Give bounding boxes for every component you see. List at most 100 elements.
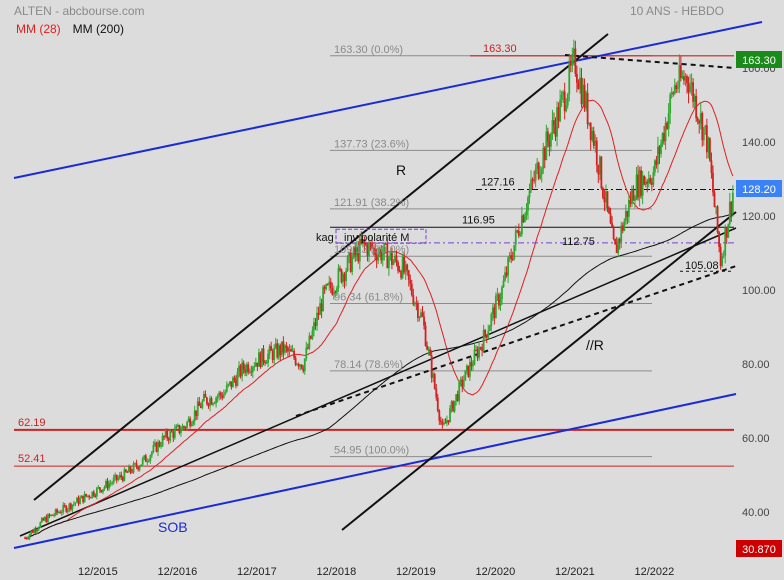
candle-body <box>135 463 138 467</box>
candle-body <box>496 294 499 296</box>
candle-body <box>511 259 514 261</box>
candle-body <box>170 431 173 433</box>
candle-body <box>634 199 636 201</box>
candle-body <box>34 528 37 532</box>
candle-body <box>701 112 704 141</box>
candle-body <box>693 95 696 102</box>
candle-body <box>42 518 45 521</box>
candle-body <box>134 463 136 465</box>
candle-body <box>673 85 676 94</box>
candle-body <box>675 85 678 90</box>
candle-body <box>328 281 331 285</box>
candle-body <box>352 247 355 258</box>
candle-body <box>669 94 672 114</box>
candle-body <box>106 480 109 489</box>
candle-body <box>69 503 72 510</box>
candle-body <box>245 364 248 373</box>
candle-body <box>508 255 511 258</box>
candle-body <box>725 227 728 238</box>
candle-body <box>121 477 124 481</box>
candle-body <box>476 349 479 358</box>
candle-body <box>548 141 551 147</box>
candle-body <box>617 239 620 254</box>
y-tick-label: 80.00 <box>742 359 770 371</box>
candle-body <box>517 230 520 236</box>
hline-label-117: 116.95 <box>462 214 495 226</box>
y-tick-label: 40.00 <box>742 507 770 519</box>
candle-body <box>167 438 170 441</box>
candle-body <box>302 368 305 372</box>
candle-body <box>562 91 565 95</box>
candle-body <box>609 213 612 224</box>
candle-body <box>261 348 263 368</box>
candle-body <box>731 192 734 214</box>
candle-body <box>563 91 566 112</box>
candle-body <box>707 138 710 153</box>
hline-label-62: 62.19 <box>18 417 46 429</box>
candle-body <box>627 200 630 217</box>
dashed-support <box>295 265 737 417</box>
candle-body <box>519 234 522 236</box>
candle-body <box>228 381 231 384</box>
candle-body <box>79 498 81 504</box>
candle-body <box>144 455 147 462</box>
candle-body <box>452 401 454 412</box>
candle-body <box>572 48 575 55</box>
price-tag-low-bg <box>736 540 782 557</box>
candle-body <box>666 122 669 129</box>
candle-body <box>60 512 63 514</box>
candle-body <box>542 147 545 169</box>
candle-body <box>705 125 708 153</box>
candle-body <box>450 401 453 409</box>
hline-label-113: 112.75 <box>562 236 595 248</box>
candle-body <box>621 225 624 231</box>
candle-body <box>354 247 357 256</box>
candle-body <box>594 140 597 146</box>
candle-body <box>709 138 711 161</box>
candle-body <box>288 349 291 352</box>
candle-body <box>232 377 234 388</box>
candle-body <box>85 493 88 497</box>
candle-body <box>679 65 682 78</box>
candle-body <box>89 497 92 499</box>
candle-body <box>227 383 230 386</box>
candle-body <box>525 210 528 216</box>
candle-body <box>157 441 159 452</box>
candle-body <box>358 238 361 262</box>
candle-body <box>219 392 222 396</box>
candle-body <box>453 400 456 412</box>
candle-body <box>253 366 256 368</box>
candle-body <box>443 422 445 425</box>
candle-body <box>206 397 208 404</box>
candle-body <box>565 105 568 112</box>
candle-body <box>100 490 103 493</box>
candle-body <box>115 474 118 480</box>
annotation-inv-polarite: inv polarité M <box>344 232 409 244</box>
candle-body <box>712 172 714 193</box>
candle-body <box>695 95 698 119</box>
candle-body <box>111 482 114 484</box>
candle-body <box>660 143 662 154</box>
candle-body <box>308 335 311 349</box>
candle-body <box>605 191 607 203</box>
candle-body <box>345 270 347 282</box>
candle-body <box>650 182 653 185</box>
candle-body <box>653 160 656 173</box>
annotation-r: R <box>396 162 406 178</box>
candle-body <box>635 174 638 200</box>
candle-body <box>190 424 193 427</box>
candle-body <box>342 273 344 283</box>
candle-body <box>580 77 583 105</box>
candle-body <box>264 361 266 363</box>
candle-body <box>71 504 74 510</box>
candle-body <box>531 179 534 181</box>
candle-body <box>91 491 94 498</box>
candle-body <box>242 362 245 370</box>
candle-body <box>475 349 477 351</box>
candle-body <box>646 181 649 184</box>
candle-body <box>493 307 496 319</box>
candle-body <box>311 330 314 339</box>
candle-body <box>690 82 693 86</box>
candle-body <box>430 355 433 378</box>
candle-body <box>314 322 317 326</box>
